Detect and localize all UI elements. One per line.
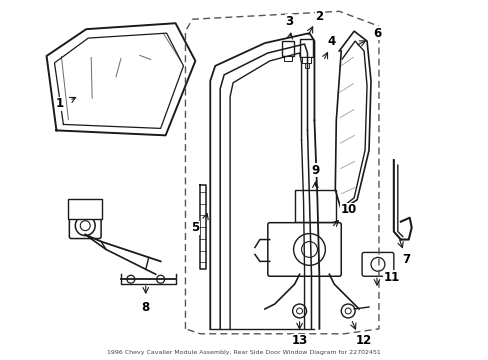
Text: 9: 9	[311, 163, 319, 176]
Circle shape	[370, 257, 384, 271]
Circle shape	[127, 275, 135, 283]
Circle shape	[341, 304, 354, 318]
Text: 5: 5	[191, 221, 199, 234]
Circle shape	[293, 234, 325, 265]
Bar	[301, 57, 311, 63]
Circle shape	[75, 216, 95, 235]
Circle shape	[345, 308, 350, 314]
Circle shape	[156, 275, 164, 283]
Text: 6: 6	[372, 27, 380, 40]
Text: 4: 4	[326, 35, 335, 48]
Text: 11: 11	[383, 271, 399, 284]
FancyBboxPatch shape	[267, 223, 341, 276]
Circle shape	[301, 242, 317, 257]
Bar	[283, 56, 291, 61]
Bar	[294, 190, 336, 222]
Text: 12: 12	[355, 334, 371, 347]
Text: 1996 Chevy Cavalier Module Assembly, Rear Side Door Window Diagram for 22702451: 1996 Chevy Cavalier Module Assembly, Rea…	[107, 350, 380, 355]
Circle shape	[296, 308, 302, 314]
Text: 13: 13	[291, 334, 307, 347]
Circle shape	[292, 304, 306, 318]
Text: 10: 10	[340, 203, 357, 216]
Text: 3: 3	[285, 15, 293, 28]
Bar	[281, 41, 293, 56]
Text: 8: 8	[142, 301, 150, 314]
Text: 1: 1	[55, 97, 63, 110]
FancyBboxPatch shape	[361, 252, 393, 276]
Text: 7: 7	[402, 253, 410, 266]
Bar	[304, 63, 309, 68]
Bar	[299, 39, 313, 57]
FancyBboxPatch shape	[68, 199, 102, 219]
Circle shape	[80, 221, 90, 231]
FancyBboxPatch shape	[69, 213, 101, 239]
Text: 2: 2	[315, 10, 323, 23]
